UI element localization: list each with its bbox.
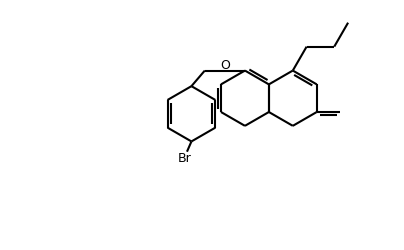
- Text: Br: Br: [178, 151, 191, 164]
- Text: O: O: [220, 59, 230, 72]
